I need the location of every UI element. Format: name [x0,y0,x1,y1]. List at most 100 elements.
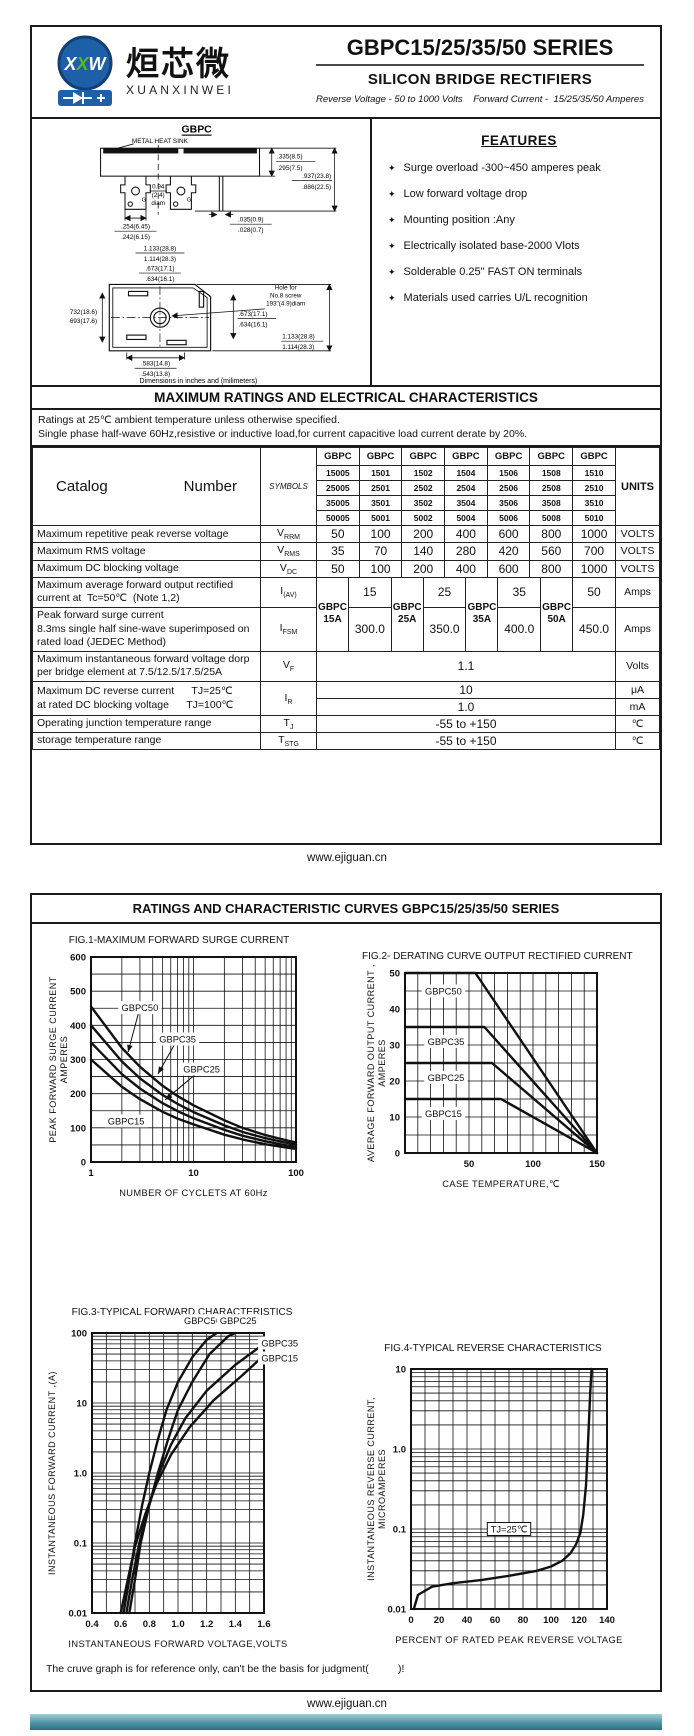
subtitle: SILICON BRIDGE RECTIFIERS [367,71,593,88]
part-number: 5008 [529,510,574,527]
heatsink-label: METAL HEAT SINK [132,138,189,145]
part-number: 5006 [486,510,531,527]
part-number: 50005 [316,510,360,527]
series-label: TJ=25℃ [491,1525,528,1535]
bottom-color-bar [30,1714,662,1730]
table-cell: Amps [615,576,660,608]
part-number: 3506 [486,495,531,512]
GBPC15-curve [119,1354,266,1615]
gbpc-header: GBPC [316,447,360,467]
table-cell: 10 [316,681,616,700]
y-axis-label: INSTANTANEOUS REVERSE CURRENT,MICROAMPER… [366,1397,387,1581]
footer-url: www.ejiguan.cn [307,1698,387,1710]
svg-text:0.94: 0.94 [152,183,165,190]
series-label: GBPC50 [425,987,462,997]
svg-text:120: 120 [571,1615,587,1626]
GBPC50-curve [89,1005,297,1144]
table-cell: 1000 [572,525,616,544]
table-cell: -55 to +150 [316,715,616,734]
table-cell: 280 [444,542,488,561]
bullet-icon: ✦ [388,189,396,199]
ratings-table-grid: Catalog Number SYMBOLS GBPC GBPC GBPC GBPC GBPC… [32,447,660,751]
svg-text:200: 200 [70,1089,86,1100]
svg-text:300: 300 [70,1055,86,1066]
table-cell: GBPC 50A [540,576,574,652]
feature-text: Materials used carries U/L recognition [403,292,588,304]
svg-text:1: 1 [88,1168,94,1179]
table-cell: 700 [572,542,616,561]
fig2-chart: 50 100 150 0 10 20 30 40 50 AVERAGE FORWARD OUTPU… [362,964,614,1204]
part-number: 2502 [401,480,446,497]
svg-text:100: 100 [71,1329,87,1340]
axis-ticks: 0.4 0.6 0.8 1.0 1.2 1.4 1.6 0.01 0.1 1.0 10 100 [69,1329,271,1631]
table-cell: I(AV) [260,576,317,608]
package-name: GBPC [182,124,213,135]
table-cell: 600 [486,525,531,544]
gbpc-header: GBPC [529,447,574,467]
svg-text:400: 400 [70,1021,86,1032]
features-title: FEATURES [481,133,557,148]
part-number: 2501 [358,480,403,497]
main-row: GBPC METAL HEAT SINK G G [32,119,660,387]
table-cell: 300.0 [348,606,392,652]
svg-text:.673(17.1): .673(17.1) [145,265,174,272]
svg-text:0.6: 0.6 [114,1619,127,1630]
feature-item: ✦ Materials used carries U/L recognition [388,292,650,304]
part-number: 1506 [486,465,531,482]
fig2-caption: FIG.2- DERATING CURVE OUTPUT RECTIFIED C… [362,951,633,962]
part-number: 2504 [444,480,488,497]
svg-text:1.2: 1.2 [200,1619,213,1630]
table-cell: TJ [260,715,317,734]
plot-border [91,1332,265,1614]
table-cell: TSTG [260,732,317,751]
GBPC25-curve [89,1041,297,1149]
GBPC35-curve [403,1025,599,1155]
svg-text:0.4: 0.4 [85,1619,99,1630]
svg-text:.295(7.5): .295(7.5) [277,165,302,172]
table-cell: VOLTS [615,559,660,578]
ratings-table: Catalog Number SYMBOLS GBPC GBPC GBPC GBPC GBPC… [32,447,660,751]
fig1-canvas: 1 10 100 0 100 200 300 400 500 600 PEAK FORWARD SU… [48,953,304,1199]
table-cell: Maximum repetitive peak reverse voltage [32,525,261,544]
dim-diam: 0.94 (2.4) diam [151,183,165,207]
series-label: GBPC35 [428,1037,465,1047]
table-cell: μA [615,681,660,700]
hole-note: Hole for No.8 screw 193"(4.9)diam [266,285,305,308]
features-panel: FEATURES ✦ Surge overload -300~450 ampere… [372,119,660,385]
dimensions-caption: Dimensions in inches and (milimeters) [140,378,258,385]
table-cell: 50 [572,576,616,608]
part-number: 2510 [572,480,616,497]
table-cell: Maximum DC reverse current TJ=25℃ at rate… [32,681,261,717]
table-cell: 100 [358,525,403,544]
svg-text:732(18.6): 732(18.6) [70,309,97,316]
svg-text:0.01: 0.01 [69,1609,88,1620]
part-number: 1502 [401,465,446,482]
brand-logo: XXW 烜芯微 XUANXINWEI [32,27,300,117]
svg-text:0.01: 0.01 [388,1605,407,1616]
part-number: 15005 [316,465,360,482]
svg-text:.254(6.45): .254(6.45) [121,224,150,231]
GBPC50-curve [403,971,599,1155]
dim-labels-bottom: 732(18.6) 693(17.6) .673(17.1) .634(16.1… [70,309,315,378]
fig4-block: FIG.4-TYPICAL REVERSE CHARACTERISTICS 0 2… [364,1343,622,1660]
GBPC35-curve [89,1024,297,1146]
fig3-chart: 0.4 0.6 0.8 1.0 1.2 1.4 1.6 0.01 0.1 1.0 10 100 INST… [46,1314,318,1664]
fig2-block: FIG.2- DERATING CURVE OUTPUT RECTIFIED C… [362,951,633,1204]
x-axis-label: INSTANTANEOUS FORWARD VOLTAGE,VOLTS [68,1639,287,1649]
series-label: GBPC35 [261,1338,298,1348]
table-cell: VDC [260,559,317,578]
table-cell: 1.0 [316,698,616,717]
table-cell: 100 [358,559,403,578]
svg-text:1.0: 1.0 [74,1469,87,1480]
fig3-block: FIG.3-TYPICAL FORWARD CHARACTERISTICS 0.… [46,1307,318,1664]
series-label: GBPC50 [184,1316,221,1326]
table-cell: 600 [486,559,531,578]
table-cell: IFSM [260,606,317,652]
grid-lines [411,1369,607,1609]
feature-text: Mounting position :Any [403,214,515,226]
svg-text:1.0: 1.0 [171,1619,184,1630]
table-cell: 140 [401,542,446,561]
svg-text:40: 40 [389,1005,400,1016]
part-number: 5001 [358,510,403,527]
